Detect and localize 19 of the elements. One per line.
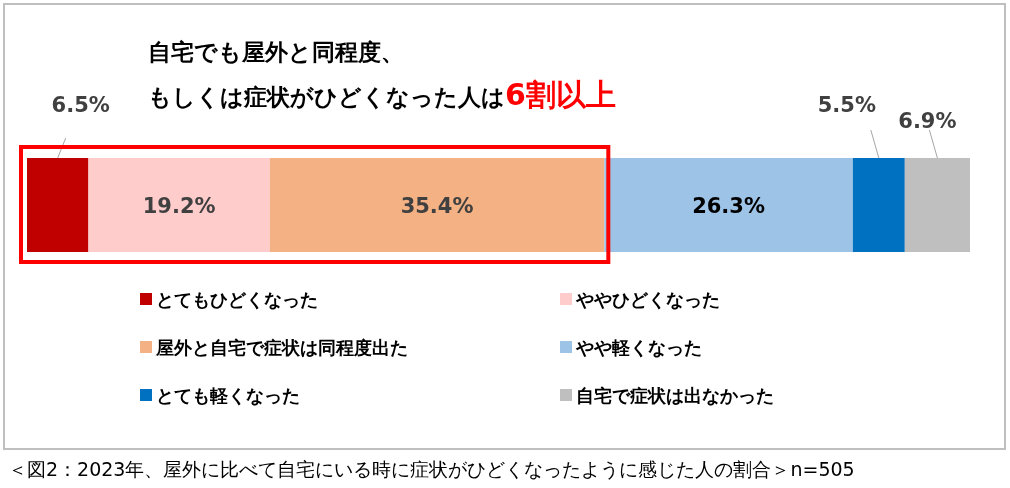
bar: [27, 158, 89, 252]
data-label: 5.5%: [817, 93, 876, 117]
legend-label: 自宅で症状は出なかった: [576, 385, 774, 406]
bar: [88, 158, 270, 252]
chart-title: 自宅でも屋外と同程度、: [148, 39, 404, 65]
bar: [904, 158, 970, 252]
data-label: 19.2%: [142, 194, 216, 218]
legend-label: やや軽くなった: [575, 337, 702, 358]
text: ＜図2：2023年、屋外に比べて自宅にいる時に症状がひどくなったように感じた人の割合＞n=505: [8, 458, 855, 480]
legend-label: とても軽くなった: [156, 385, 300, 406]
data-label: 6.9%: [898, 109, 957, 133]
legend-label: ややひどくなった: [575, 289, 720, 310]
legend-label: 屋外と自宅で症状は同程度出た: [155, 337, 408, 358]
bar: [852, 158, 905, 252]
legend-label: とてもひどくなった: [156, 289, 318, 310]
data-label: 6.5%: [51, 93, 110, 117]
data-label: 26.3%: [692, 194, 766, 218]
data-label: 35.4%: [400, 194, 474, 218]
text: 6割以上: [505, 77, 616, 112]
